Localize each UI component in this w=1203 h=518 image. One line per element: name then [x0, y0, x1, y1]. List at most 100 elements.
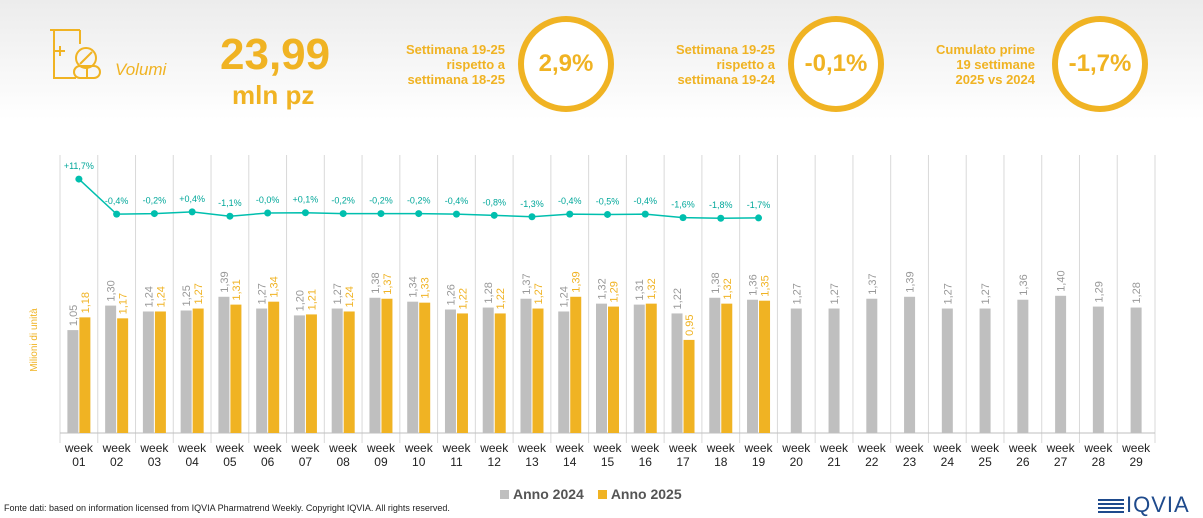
x-tick-label: week	[1008, 441, 1038, 455]
bar-label-2024: 1,29	[1093, 281, 1105, 302]
bar-2024	[1092, 306, 1104, 433]
bar-2024	[331, 308, 343, 433]
x-tick-label: week	[592, 441, 622, 455]
bar-2025	[532, 308, 544, 433]
bar-label-2024: 1,30	[106, 280, 118, 301]
legend-2024: Anno 2024	[500, 486, 584, 502]
x-tick-label: 19	[752, 455, 766, 469]
x-tick-label: week	[253, 441, 283, 455]
bar-label-2024: 1,27	[791, 283, 803, 304]
bar-label-2024: 1,26	[445, 284, 457, 305]
bar-2024	[180, 310, 192, 433]
y-axis-label: Milioni di unità	[29, 308, 40, 372]
medicine-icon	[50, 29, 101, 79]
bar-2024	[293, 315, 305, 433]
line-label: -0,4%	[558, 196, 582, 206]
bar-label-2024: 1,20	[294, 290, 306, 311]
x-tick-label: week	[1121, 441, 1151, 455]
x-tick-label: 11	[450, 455, 463, 469]
line-point	[452, 210, 460, 218]
bar-2024	[790, 308, 802, 433]
x-tick-label: 10	[412, 455, 426, 469]
bar-label-2024: 1,38	[370, 272, 382, 293]
x-tick-label: 26	[1016, 455, 1030, 469]
line-point	[755, 214, 763, 222]
x-tick-label: week	[555, 441, 585, 455]
bar-2024	[941, 308, 953, 433]
line-label: -0,2%	[407, 196, 431, 206]
bar-2024	[369, 297, 381, 433]
line-label: -0,4%	[445, 196, 469, 206]
bar-label-2025: 1,29	[609, 281, 621, 302]
bar-2025	[683, 339, 695, 433]
x-tick-label: week	[215, 441, 245, 455]
x-tick-label: week	[857, 441, 887, 455]
bar-label-2024: 1,24	[559, 286, 571, 307]
x-tick-label: 06	[261, 455, 275, 469]
source-note: Fonte dati: based on information license…	[4, 503, 450, 513]
bar-2024	[866, 298, 878, 433]
x-tick-label: 13	[525, 455, 539, 469]
x-tick-label: week	[290, 441, 320, 455]
x-tick-label: week	[404, 441, 434, 455]
bar-label-2025: 1,17	[118, 293, 130, 314]
x-tick-label: week	[139, 441, 169, 455]
x-tick-label: 07	[299, 455, 313, 469]
line-label: -1,3%	[520, 199, 544, 209]
bar-label-2024: 1,36	[748, 274, 760, 295]
line-label: -0,2%	[143, 196, 167, 206]
line-label: +0,1%	[293, 195, 319, 205]
bar-label-2025: 1,22	[495, 288, 507, 309]
x-tick-label: 04	[185, 455, 199, 469]
x-tick-label: 09	[374, 455, 388, 469]
line-point	[113, 210, 121, 218]
iqvia-logo: IQVIA	[1098, 492, 1190, 518]
bar-2025	[268, 301, 280, 433]
bar-2024	[67, 330, 79, 433]
x-tick-label: 27	[1054, 455, 1068, 469]
bar-2024	[979, 308, 991, 433]
x-tick-label: 24	[941, 455, 955, 469]
bar-label-2024: 1,34	[408, 276, 420, 297]
x-tick-label: week	[970, 441, 1000, 455]
bar-label-2025: 1,31	[231, 279, 243, 300]
bar-2024	[482, 307, 494, 433]
line-label: -1,7%	[747, 200, 771, 210]
x-tick-label: 05	[223, 455, 237, 469]
bar-label-2024: 1,39	[905, 271, 917, 292]
bar-2025	[456, 313, 468, 433]
bar-2025	[79, 317, 91, 433]
bar-label-2025: 1,37	[382, 273, 394, 294]
x-tick-label: week	[668, 441, 698, 455]
kpi-2-label: Settimana 19-25 rispetto a settimana 19-24	[676, 42, 775, 87]
bar-2024	[1055, 295, 1067, 433]
bar-label-2025: 1,27	[193, 283, 205, 304]
line-label: -0,5%	[596, 196, 620, 206]
kpi-2-value: -0,1%	[788, 16, 884, 112]
bar-label-2024: 1,27	[980, 283, 992, 304]
x-tick-label: week	[177, 441, 207, 455]
kpi-3-value: -1,7%	[1052, 16, 1148, 112]
bar-label-2024: 1,22	[672, 288, 684, 309]
bar-2025	[343, 311, 355, 433]
bar-2024	[105, 305, 117, 433]
bar-2024	[444, 309, 456, 433]
x-tick-label: 20	[790, 455, 804, 469]
kpi-1-value: 2,9%	[518, 16, 614, 112]
bar-label-2025: 1,32	[646, 278, 658, 299]
line-point	[528, 213, 536, 221]
bar-label-2024: 1,32	[597, 278, 609, 299]
x-tick-label: 14	[563, 455, 577, 469]
total-unit: mln pz	[232, 80, 315, 110]
bar-2024	[904, 296, 916, 433]
bar-2024	[407, 301, 419, 433]
line-label: -0,8%	[482, 197, 506, 207]
x-tick-label: week	[744, 441, 774, 455]
x-tick-label: week	[517, 441, 547, 455]
line-label: +0,4%	[179, 194, 205, 204]
x-tick-label: 02	[110, 455, 124, 469]
bar-label-2024: 1,27	[257, 283, 269, 304]
bar-label-2025: 1,34	[269, 276, 281, 297]
x-tick-label: 22	[865, 455, 879, 469]
x-tick-label: 01	[72, 455, 86, 469]
